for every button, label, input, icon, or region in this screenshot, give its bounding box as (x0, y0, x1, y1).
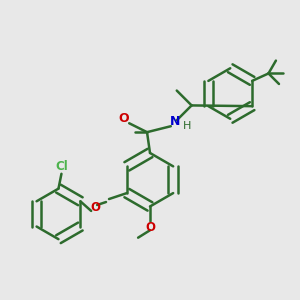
Text: N: N (170, 115, 181, 128)
Text: O: O (91, 202, 100, 214)
Text: O: O (145, 221, 155, 234)
Text: Cl: Cl (55, 160, 68, 173)
Text: O: O (118, 112, 129, 125)
Text: H: H (183, 121, 191, 131)
